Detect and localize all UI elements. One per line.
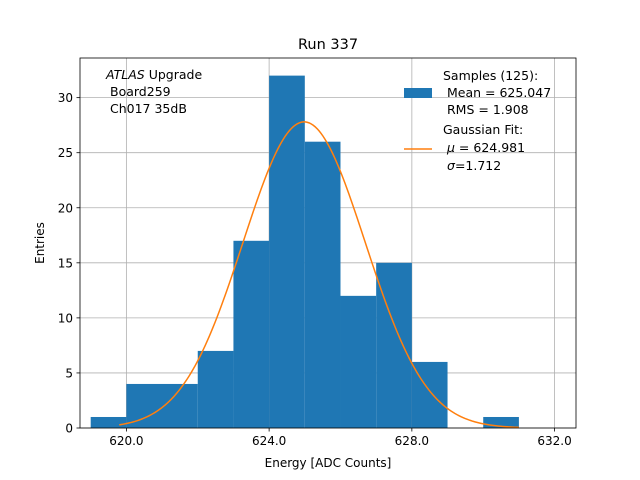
x-tick-label: 632.0 bbox=[537, 434, 571, 448]
legend-fit-label: Gaussian Fit: bbox=[443, 122, 523, 137]
y-tick-label: 5 bbox=[65, 366, 73, 380]
x-tick-label: 628.0 bbox=[395, 434, 429, 448]
legend-rms-label: RMS = 1.908 bbox=[447, 102, 529, 117]
atlas-label-line1: ATLAS Upgrade bbox=[105, 67, 202, 82]
histogram-bar bbox=[304, 141, 341, 428]
atlas-label-italic: ATLAS bbox=[105, 67, 145, 82]
legend-mu-symbol: μ bbox=[446, 140, 455, 155]
plot-frame bbox=[79, 57, 577, 429]
histogram-bar bbox=[269, 75, 305, 428]
legend-mu-label: μ = 624.981 bbox=[446, 140, 525, 155]
legend-samples-label: Samples (125): bbox=[443, 68, 538, 83]
chart-title: Run 337 bbox=[298, 37, 358, 53]
axis-ticks: 620.0 624.0 628.0 632.0 0 5 10 15 20 25 30 bbox=[58, 91, 572, 448]
atlas-label-suffix: Upgrade bbox=[145, 67, 203, 82]
histogram-bar bbox=[197, 350, 234, 428]
histogram-bar bbox=[233, 240, 270, 428]
board-label: Board259 bbox=[110, 84, 171, 99]
y-tick-label: 30 bbox=[58, 91, 73, 105]
y-tick-label: 25 bbox=[58, 146, 73, 160]
atlas-annotation: ATLAS Upgrade Board259 Ch017 35dB bbox=[105, 67, 202, 116]
x-tick-label: 624.0 bbox=[252, 434, 286, 448]
legend-mu-value: = 624.981 bbox=[455, 140, 525, 155]
legend: Samples (125): Mean = 625.047 RMS = 1.90… bbox=[404, 68, 551, 173]
histogram-bar bbox=[483, 416, 519, 428]
y-tick-label: 15 bbox=[58, 256, 73, 270]
histogram-bar bbox=[90, 416, 127, 428]
legend-mean-label: Mean = 625.047 bbox=[447, 85, 551, 100]
y-axis-label: Entries bbox=[33, 222, 47, 264]
y-tick-label: 10 bbox=[58, 311, 73, 325]
legend-sigma-value: =1.712 bbox=[455, 158, 501, 173]
x-tick-label: 620.0 bbox=[109, 434, 143, 448]
gaussian-fit-curve bbox=[119, 121, 519, 429]
x-axis-label: Energy [ADC Counts] bbox=[265, 456, 392, 470]
legend-sigma-symbol: σ bbox=[447, 158, 456, 173]
y-tick-label: 0 bbox=[65, 422, 73, 436]
legend-sigma-label: σ=1.712 bbox=[447, 158, 501, 173]
histogram-bar bbox=[340, 295, 377, 428]
y-tick-label: 20 bbox=[58, 201, 73, 215]
histogram-bar bbox=[376, 262, 412, 428]
channel-label: Ch017 35dB bbox=[110, 101, 187, 116]
legend-hist-swatch bbox=[404, 88, 432, 98]
